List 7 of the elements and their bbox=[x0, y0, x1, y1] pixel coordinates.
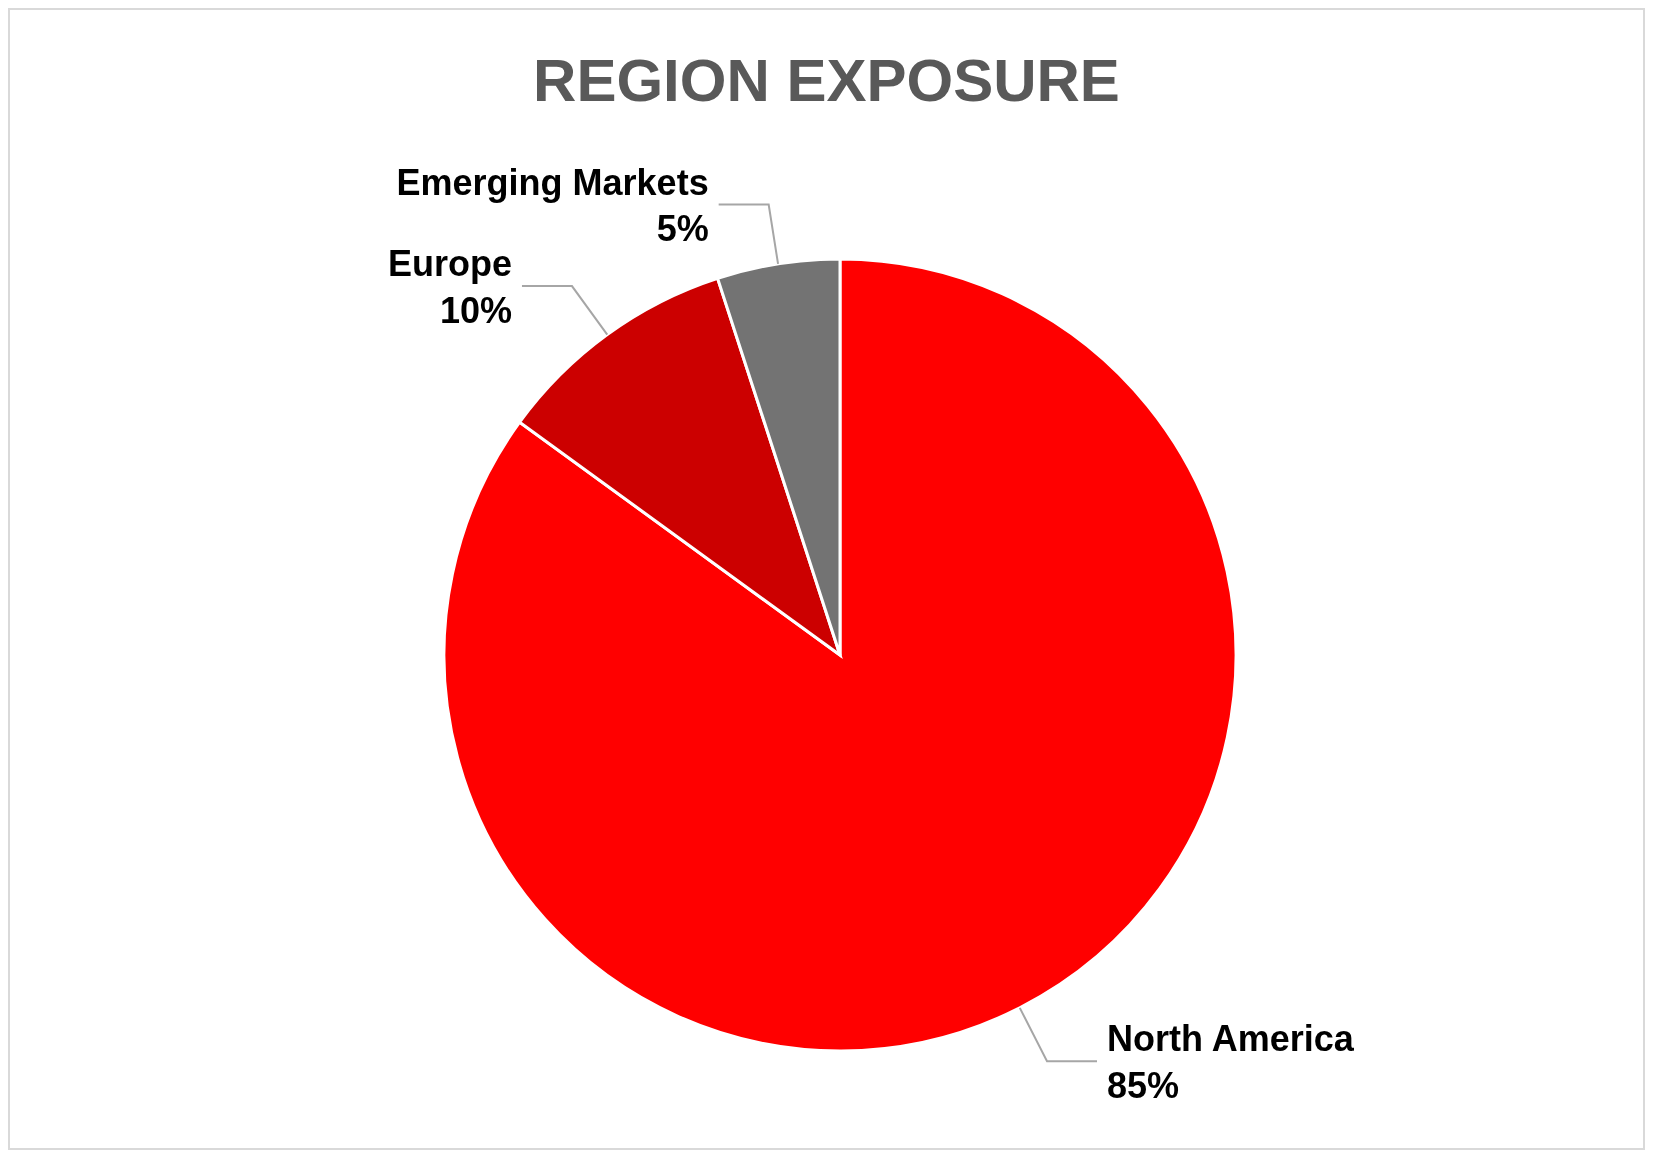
data-label: 85% bbox=[1107, 1065, 1180, 1107]
data-label: 5% bbox=[656, 208, 709, 250]
slice-label: Emerging Markets bbox=[396, 161, 709, 203]
slice-label: Europe bbox=[387, 243, 512, 285]
slice-label: North America bbox=[1107, 1018, 1355, 1060]
data-label: 10% bbox=[439, 289, 512, 331]
chart-title: REGION EXPOSURE bbox=[532, 46, 1121, 115]
